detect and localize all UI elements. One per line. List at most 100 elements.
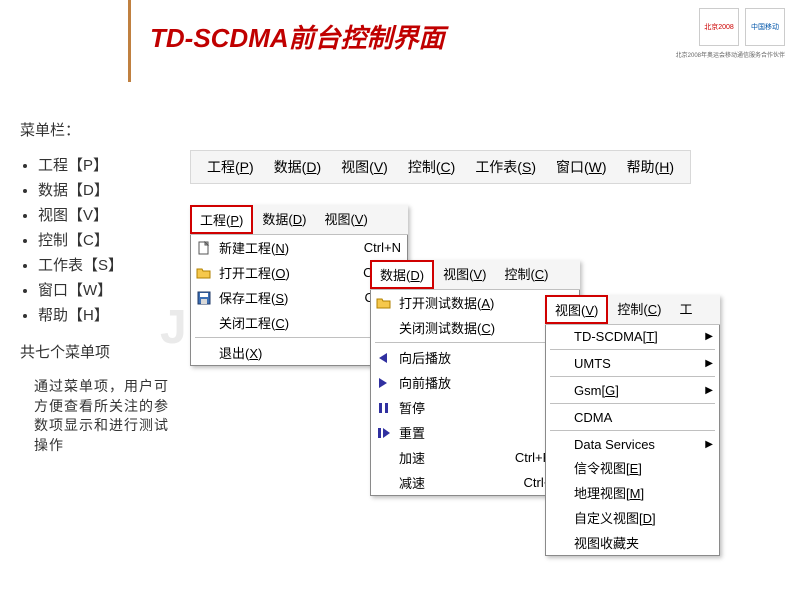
left-heading: 菜单栏： [20,120,170,141]
panel-tab[interactable]: 数据(D) [370,260,434,289]
left-item: 视图【V】 [38,205,170,226]
menu-item-label: CDMA [574,410,713,425]
menubar-item[interactable]: 视图(V) [331,155,398,179]
logo-olympic: 北京2008 [699,8,739,46]
new-file-icon [195,240,213,256]
menu-item[interactable]: 视图收藏夹 [546,530,719,555]
menubar-item[interactable]: 窗口(W) [546,155,617,179]
left-menu-list: 工程【P】 数据【D】 视图【V】 控制【C】 工作表【S】 窗口【W】 帮助【… [20,155,170,326]
menu-item-label: 减速 [399,473,504,492]
blank-icon [375,450,393,466]
logo-group: 北京2008 中国移动 [699,8,785,46]
panel-tab[interactable]: 控制(C) [495,260,557,289]
save-icon [195,290,213,306]
menu-item[interactable]: 自定义视图[D] [546,505,719,530]
pause-icon [375,400,393,416]
menubar-item[interactable]: 控制(C) [398,155,465,179]
menu-item-label: 加速 [399,448,495,467]
project-panel-tabs: 工程(P)数据(D)视图(V) [190,205,408,235]
menu-item[interactable]: 新建工程(N) Ctrl+N [191,235,407,260]
menu-separator [550,349,715,350]
left-item: 帮助【H】 [38,305,170,326]
menu-item[interactable]: TD-SCDMA[T] ▶ [546,325,719,347]
accent-bar [128,0,131,82]
open-file-icon [375,295,393,311]
menubar-item[interactable]: 数据(D) [264,155,331,179]
left-item: 数据【D】 [38,180,170,201]
menu-separator [550,376,715,377]
view-panel-body: TD-SCDMA[T] ▶ UMTS ▶ Gsm[G] ▶ CDMA Data Service… [545,325,720,556]
submenu-arrow-icon: ▶ [705,331,713,342]
menu-separator [550,403,715,404]
open-file-icon [195,265,213,281]
blank-icon [550,382,568,398]
blank-icon [195,315,213,331]
blank-icon [195,345,213,361]
menu-item-label: 向前播放 [399,373,538,392]
left-subtext: 通过菜单项，用户可方便查看所关注的参数项显示和进行测试操作 [20,377,170,455]
play-fwd-icon [375,375,393,391]
reset-icon [375,425,393,441]
submenu-arrow-icon: ▶ [705,385,713,396]
view-menu-panel: 视图(V)控制(C)工 TD-SCDMA[T] ▶ UMTS ▶ Gsm[G] ▶ CDMA… [545,295,720,556]
blank-icon [550,328,568,344]
panel-tab[interactable]: 视图(V) [545,295,608,324]
left-item: 控制【C】 [38,230,170,251]
panel-tab[interactable]: 工程(P) [190,205,253,234]
title-cn: 前台控制界面 [289,23,445,53]
blank-icon [550,535,568,551]
blank-icon [550,510,568,526]
menu-item-label: 地理视图[M] [574,483,713,502]
menu-item[interactable]: 地理视图[M] [546,480,719,505]
menu-item[interactable]: Gsm[G] ▶ [546,379,719,401]
panel-tab[interactable]: 控制(C) [608,295,670,324]
data-panel-tabs: 数据(D)视图(V)控制(C) [370,260,580,290]
play-rev-icon [375,350,393,366]
blank-icon [550,436,568,452]
menu-item-label: 自定义视图[D] [574,508,713,527]
blank-icon [375,320,393,336]
menu-item-label: Data Services [574,437,699,452]
panel-tab[interactable]: 工 [670,295,701,324]
menu-item-label: 重置 [399,423,538,442]
menu-item-label: Gsm[G] [574,383,699,398]
panel-tab[interactable]: 数据(D) [253,205,315,234]
menu-item[interactable]: Data Services ▶ [546,433,719,455]
panel-tab[interactable]: 视图(V) [315,205,376,234]
left-column: 菜单栏： 工程【P】 数据【D】 视图【V】 控制【C】 工作表【S】 窗口【W… [20,120,170,455]
panel-tab[interactable]: 视图(V) [434,260,495,289]
menubar: 工程(P)数据(D)视图(V)控制(C)工作表(S)窗口(W)帮助(H) [190,150,691,184]
menu-item-label: 打开测试数据(A) [399,293,538,312]
blank-icon [550,485,568,501]
logo-caption: 北京2008年奥运会移动通信服务合作伙伴 [676,50,785,59]
blank-icon [550,355,568,371]
left-count: 共七个菜单项 [20,342,170,363]
menu-item-label: 新建工程(N) [219,238,344,257]
submenu-arrow-icon: ▶ [705,439,713,450]
logo-china-mobile: 中国移动 [745,8,785,46]
menubar-item[interactable]: 帮助(H) [617,155,684,179]
menu-item-label: 保存工程(S) [219,288,345,307]
menu-item[interactable]: UMTS ▶ [546,352,719,374]
title-latin: TD-SCDMA [150,23,289,53]
menu-item-label: 打开工程(O) [219,263,343,282]
menu-item-label: 暂停 [399,398,538,417]
menu-item-label: 视图收藏夹 [574,533,713,552]
menu-item[interactable]: CDMA [546,406,719,428]
blank-icon [550,409,568,425]
menu-item[interactable]: 信令视图[E] [546,455,719,480]
submenu-arrow-icon: ▶ [705,358,713,369]
menu-separator [550,430,715,431]
left-item: 工程【P】 [38,155,170,176]
menu-item-label: TD-SCDMA[T] [574,329,699,344]
menu-shortcut: Ctrl+N [350,240,401,255]
menu-item-label: 信令视图[E] [574,458,713,477]
view-panel-tabs: 视图(V)控制(C)工 [545,295,720,325]
menubar-item[interactable]: 工程(P) [197,155,264,179]
blank-icon [375,475,393,491]
left-item: 工作表【S】 [38,255,170,276]
menu-item-label: UMTS [574,356,699,371]
menubar-item[interactable]: 工作表(S) [465,155,546,179]
blank-icon [550,460,568,476]
page-title: TD-SCDMA前台控制界面 [150,18,445,55]
